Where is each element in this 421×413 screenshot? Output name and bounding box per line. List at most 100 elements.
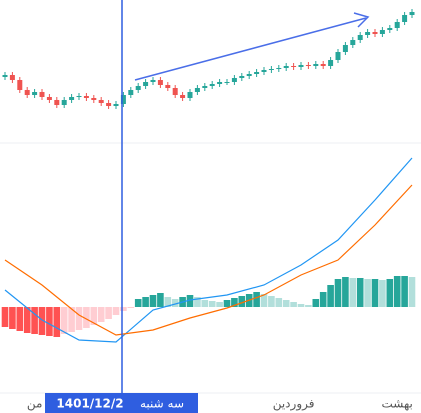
candle-body xyxy=(217,82,223,84)
histogram-bar xyxy=(186,295,194,307)
histogram-bar xyxy=(386,279,394,307)
candle-body xyxy=(231,78,237,82)
candle-body xyxy=(98,100,104,103)
candle-body xyxy=(194,88,200,92)
trend-line xyxy=(134,17,367,81)
histogram-bar xyxy=(46,307,53,336)
candle-body xyxy=(76,96,82,97)
histogram-bar xyxy=(208,301,216,307)
candle-body xyxy=(135,86,141,90)
candle-body xyxy=(350,40,356,45)
candle-body xyxy=(409,12,415,15)
trend-arrow-head xyxy=(353,12,370,28)
histogram-bar xyxy=(393,276,401,307)
histogram-bar xyxy=(216,302,223,307)
histogram-bar xyxy=(194,297,201,307)
candle-body xyxy=(342,45,348,52)
candle-body xyxy=(365,32,371,35)
histogram-bar xyxy=(1,307,9,327)
histogram-bar xyxy=(201,300,209,307)
histogram-bar xyxy=(305,305,312,307)
histogram-bar xyxy=(68,307,75,332)
candle-body xyxy=(106,103,112,106)
candle-body xyxy=(261,70,267,72)
histogram-bar xyxy=(9,307,16,329)
histogram-bar xyxy=(120,307,127,311)
candle-body xyxy=(128,90,134,95)
histogram-bar xyxy=(31,307,38,334)
histogram-bar xyxy=(83,307,90,328)
histogram-bar xyxy=(97,307,105,322)
candle-body xyxy=(32,92,38,95)
time-label: فروردین xyxy=(273,397,315,412)
candle-body xyxy=(387,28,393,30)
candle-body xyxy=(291,66,297,67)
candle-body xyxy=(113,104,119,106)
candle-body xyxy=(54,100,60,105)
candle-body xyxy=(143,82,149,86)
candle-body xyxy=(69,97,75,100)
crosshair-date: 1401/12/2 xyxy=(56,397,123,411)
candle-body xyxy=(61,100,67,105)
histogram-bar xyxy=(157,293,164,307)
candle-body xyxy=(394,22,400,28)
time-label: من xyxy=(27,397,43,412)
histogram-bar xyxy=(53,307,61,337)
histogram-bar xyxy=(290,302,297,307)
histogram-bar xyxy=(223,300,231,307)
candle-body xyxy=(305,65,311,66)
candle-body xyxy=(372,32,378,34)
marks xyxy=(1,9,416,343)
candle-body xyxy=(120,95,126,104)
candle-body xyxy=(187,92,193,98)
candle-body xyxy=(150,80,156,82)
histogram-bar xyxy=(297,304,305,307)
time-label: بهشت xyxy=(382,397,413,411)
histogram-bar xyxy=(275,298,283,307)
candle-body xyxy=(224,82,230,83)
candle-body xyxy=(268,69,274,70)
histogram-bar xyxy=(149,295,157,307)
histogram-bar xyxy=(260,294,268,307)
histogram-bar xyxy=(401,276,408,307)
candle-body xyxy=(157,80,163,85)
candle-body xyxy=(24,90,30,95)
candle-body xyxy=(180,95,186,98)
candle-body xyxy=(202,86,208,88)
histogram-bar xyxy=(238,296,246,307)
candle-body xyxy=(357,35,363,40)
candle-body xyxy=(335,52,341,60)
candle-body xyxy=(276,68,282,69)
histogram-bar xyxy=(60,307,68,334)
candle-body xyxy=(172,88,178,95)
histogram-bar xyxy=(319,292,327,307)
histogram-bar xyxy=(268,296,275,307)
histogram-bar xyxy=(75,307,83,330)
histogram-bar xyxy=(171,299,179,307)
candle-body xyxy=(298,65,304,67)
histogram-bar xyxy=(112,307,120,315)
histogram-bar xyxy=(356,278,364,307)
candle-body xyxy=(402,15,408,22)
candle-body xyxy=(2,75,8,77)
candle-body xyxy=(209,84,215,86)
macd-line xyxy=(4,184,413,336)
histogram-bar xyxy=(282,300,290,307)
histogram-bar xyxy=(231,298,238,307)
macd-line xyxy=(4,157,413,343)
candle-body xyxy=(83,96,89,98)
candle-body xyxy=(165,85,171,88)
candle-body xyxy=(46,97,52,100)
histogram-bar xyxy=(327,285,334,307)
candle-body xyxy=(283,66,289,68)
crosshair-label-box xyxy=(45,393,198,413)
histogram-bar xyxy=(408,277,416,307)
histogram-bar xyxy=(349,278,357,307)
histogram-bar xyxy=(142,297,149,307)
histogram-bar xyxy=(164,297,172,307)
candle-body xyxy=(9,75,15,80)
candle-body xyxy=(328,60,334,66)
histogram-bar xyxy=(38,307,46,335)
histogram-bar xyxy=(23,307,31,333)
